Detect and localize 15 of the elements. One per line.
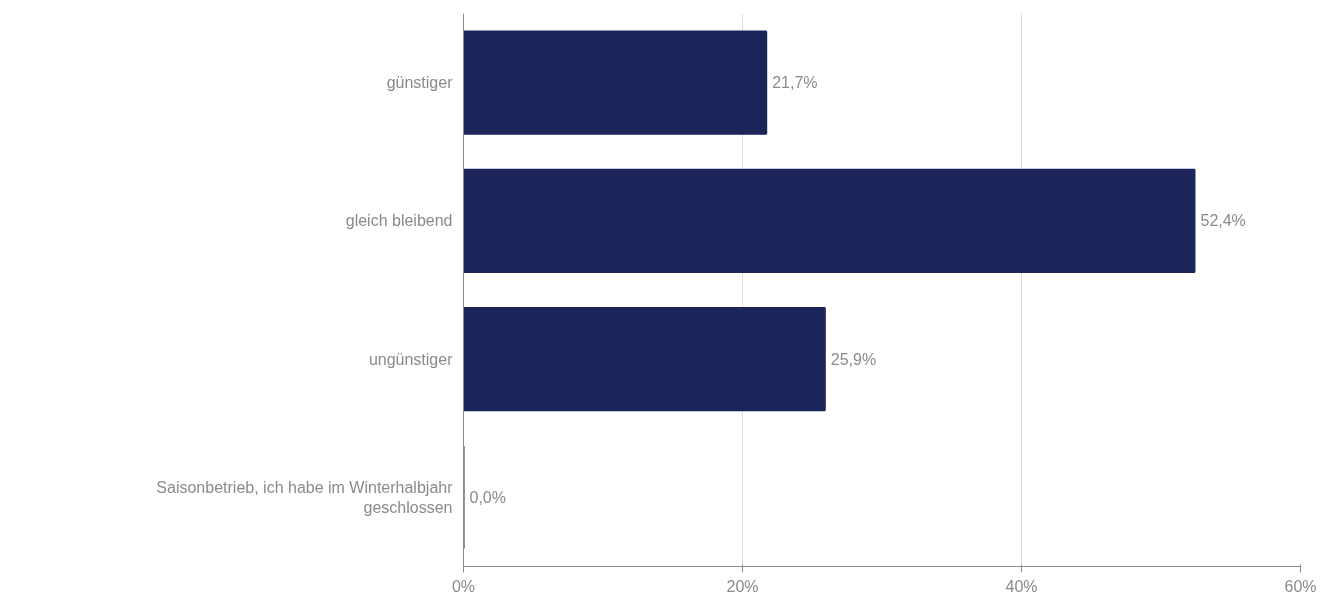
x-tick-label: 40% [1005,577,1038,595]
bar [463,30,768,135]
data-label: 52,4% [1200,212,1246,230]
x-tick-label: 20% [726,577,759,595]
y-tick-label: Saisonbetrieb, ich habe im Winterhalbjahr geschlossen [156,478,454,517]
x-tick-label: 0% [451,577,476,595]
y-tick-label: ungünstiger [368,350,454,368]
y-tick-label: gleich bleibend [345,212,453,230]
bar [463,168,1196,274]
data-label: 25,9% [830,350,877,368]
data-label: 0,0% [469,488,506,506]
y-tick-label: günstiger [386,74,454,92]
x-tick-label: 60% [1284,577,1317,595]
data-label: 21,7% [772,74,818,92]
bar [463,306,826,412]
